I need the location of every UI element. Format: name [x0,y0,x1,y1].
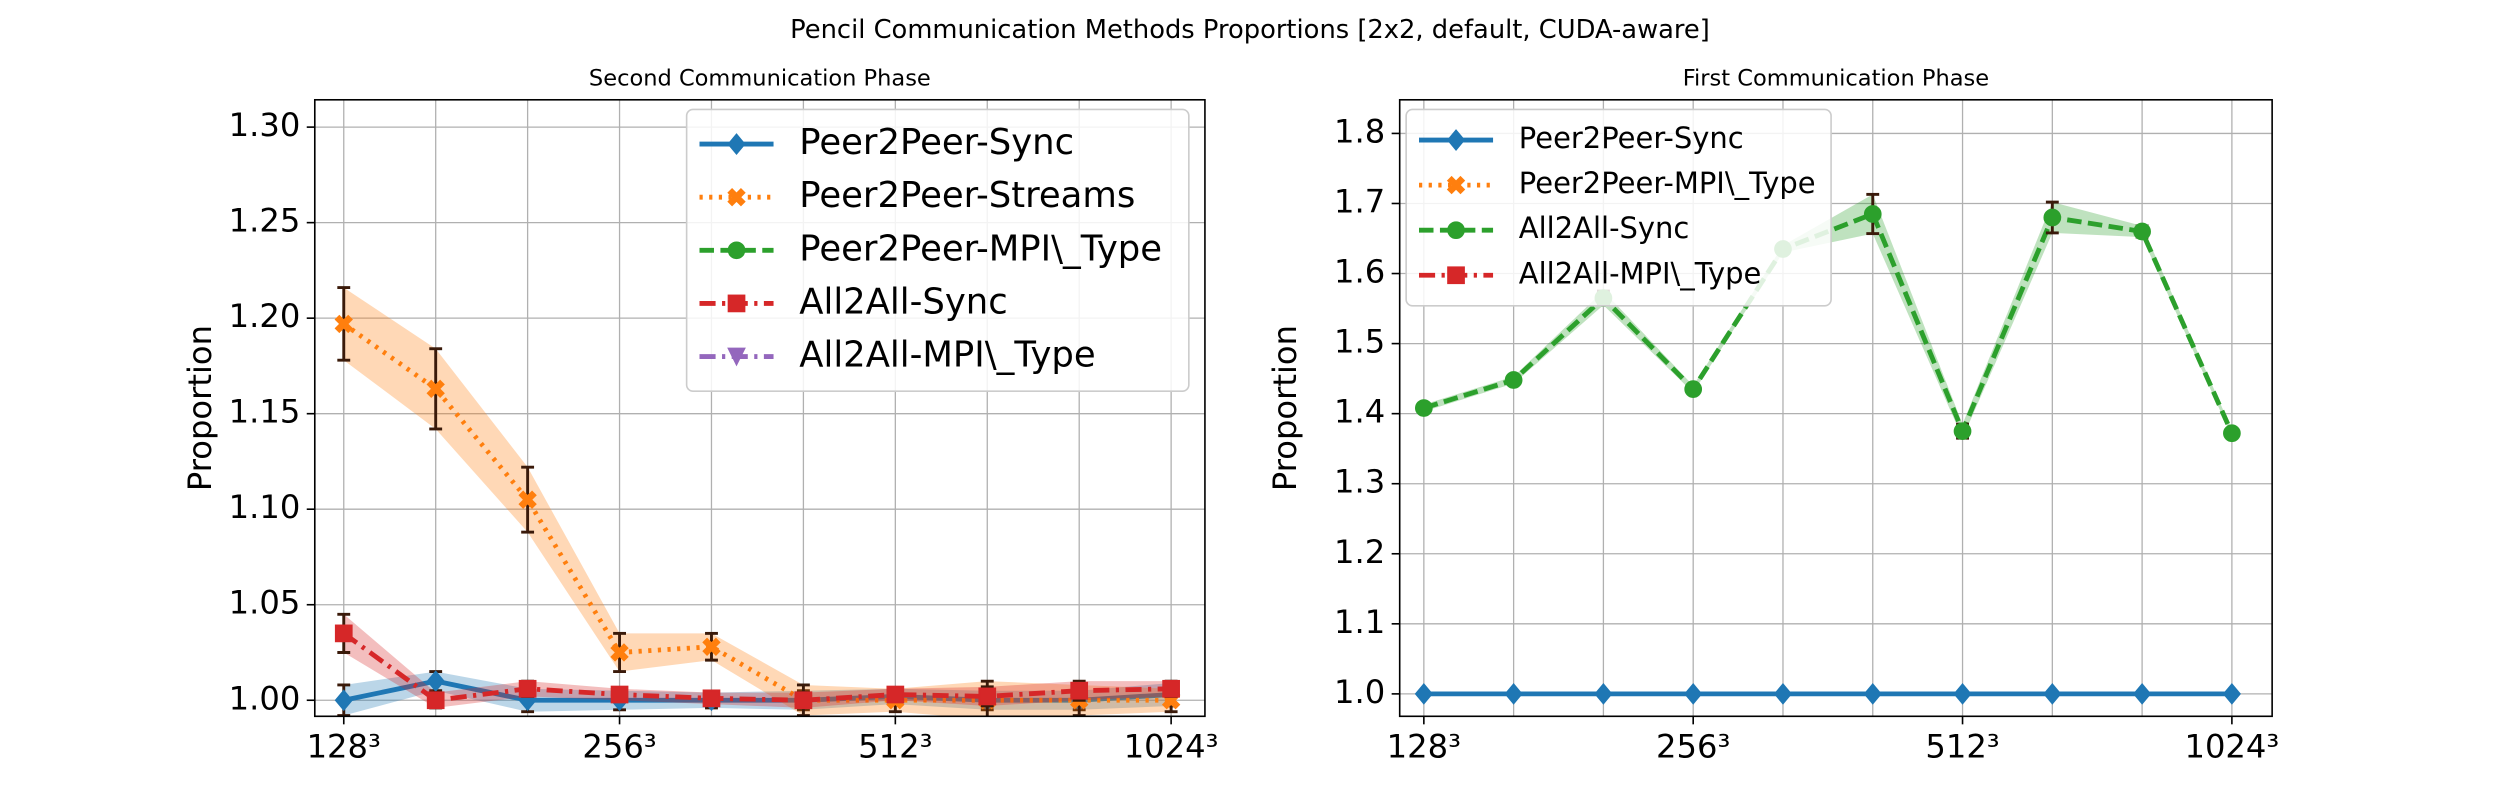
y-tick-label: 1.30 [229,106,301,144]
data-point [2133,222,2151,241]
data-point [702,637,721,656]
legend-marker [727,347,746,367]
y-tick-label: 1.0 [1334,673,1385,711]
data-point [1504,682,1523,705]
data-point [1684,682,1703,705]
legend: Peer2Peer-Sync Peer2Peer-Streams Peer2Peer… [685,108,1190,392]
data-point [1070,681,1089,700]
error-band [343,287,1172,717]
y-axis-label: Proportion [181,325,219,491]
plot-area [334,286,1181,717]
legend-marker [1447,266,1465,285]
y-tick-label: 1.3 [1334,463,1385,501]
legend-marker [727,187,746,207]
data-point [1162,679,1180,698]
legend-marker [1446,129,1466,151]
legend-label: All2All-MPI\_Type [1519,256,1761,290]
data-point [1773,682,1793,705]
y-tick-label: 1.7 [1334,182,1385,220]
y-tick-label: 1.6 [1334,253,1385,291]
data-point [610,685,629,704]
legend-marker [727,294,746,313]
data-point [1414,682,1433,705]
y-tick-label: 1.00 [229,679,301,717]
y-tick-label: 1.2 [1334,533,1385,571]
data-point [1414,399,1433,417]
data-point [334,624,353,643]
legend-box [685,108,1190,392]
error-band [343,671,1172,716]
series-line [342,321,1172,703]
x-tick-label: 256³ [582,727,656,765]
legend-label: All2All-MPI\_Type [799,335,1095,376]
x-tick-label: 512³ [1925,727,1999,765]
legend-label: Peer2Peer-Streams [799,175,1135,216]
x-tick-label: 1024³ [1124,727,1219,765]
subplot: First Communication Phase Proportion 1.0 1.… [1266,65,2279,765]
legend-label: Peer2Peer-MPI\_Type [799,228,1162,269]
data-point [334,314,353,334]
y-tick-label: 1.5 [1334,323,1385,361]
legend-marker [1446,175,1466,195]
legend-box [1405,108,1832,307]
legend-marker [727,133,746,155]
y-axis-label: Proportion [1266,325,1304,491]
legend-label: Peer2Peer-MPI\_Type [1519,166,1816,200]
data-point [794,691,813,710]
legend-label: Peer2Peer-Sync [1519,121,1744,155]
data-point [1863,205,1882,223]
data-point [1504,371,1523,389]
data-point [426,691,445,710]
x-tick-label: 128³ [1387,727,1461,765]
legend-label: Peer2Peer-Sync [799,122,1074,163]
data-point [1684,380,1703,398]
data-point [2043,682,2062,705]
subplot-title: Second Communication Phase [589,65,931,91]
data-point [518,490,537,509]
data-point [426,670,445,693]
y-tick-label: 1.05 [229,584,301,622]
data-point [610,643,629,662]
data-point [886,685,905,704]
plot-frame [313,98,1206,718]
y-tick-label: 1.20 [229,297,301,335]
x-tick-label: 512³ [858,727,932,765]
error-band [343,614,1172,708]
plot-frame [1398,98,2273,718]
legend-marker [1447,221,1465,240]
legend-label: All2All-Sync [799,281,1007,322]
x-tick-label: 1024³ [2184,727,2279,765]
series-line [342,631,1172,703]
data-point [426,379,445,399]
y-tick-label: 1.8 [1334,112,1385,150]
y-tick-label: 1.4 [1334,393,1385,431]
legend-marker [727,241,746,260]
y-tick-label: 1.1 [1334,603,1385,641]
x-tick-label: 128³ [307,727,381,765]
data-point [1953,682,1972,705]
y-tick-label: 1.25 [229,202,301,240]
data-point [1953,422,1972,441]
y-tick-label: 1.15 [229,393,301,431]
data-point [1863,682,1882,705]
data-point [2133,682,2152,705]
data-point [1594,682,1613,705]
y-tick-label: 1.10 [229,488,301,526]
data-point [2043,208,2062,227]
data-point [334,689,353,712]
subplot-title: First Communication Phase [1683,65,1989,91]
series-line [343,678,1172,703]
data-point [702,689,721,708]
figure-title: Pencil Communication Methods Proportions… [790,15,1710,45]
data-point [978,687,997,706]
subplot: Second Communication Phase Proportion 1.00… [181,65,1218,765]
data-point [2222,682,2241,705]
legend-label: All2All-Sync [1519,211,1690,245]
data-point [2223,424,2241,443]
legend: Peer2Peer-Sync Peer2Peer-MPI\_Type All2All… [1405,108,1832,307]
x-tick-label: 256³ [1656,727,1730,765]
data-point [518,679,537,698]
